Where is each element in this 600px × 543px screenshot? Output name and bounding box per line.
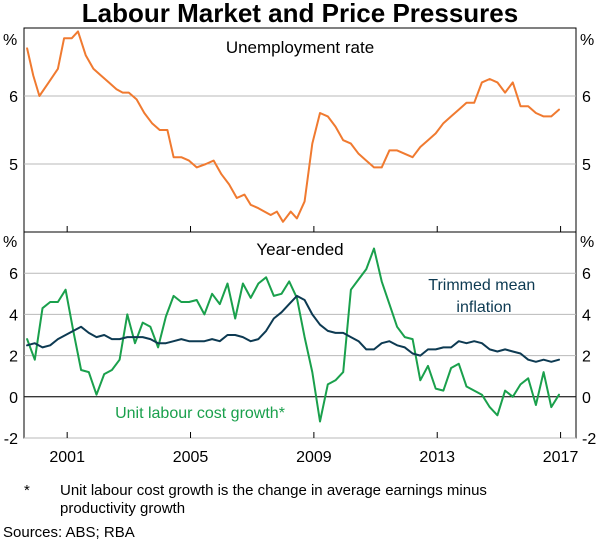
y-tick-left-inflation-0: 0 — [9, 390, 18, 407]
footnote-marker: * — [24, 482, 30, 499]
y-tick-left-inflation-6: 6 — [9, 266, 18, 283]
x-tick-label-2009: 2009 — [296, 449, 332, 466]
ulc-annotation: Unit labour cost growth* — [115, 405, 285, 422]
series-line-unit-labour-cost-growth — [26, 247, 560, 423]
series-line-trimmed-mean-inflation — [26, 294, 560, 363]
footnote-line-2: productivity growth — [60, 500, 185, 517]
y-tick-right-inflation-0: 0 — [582, 390, 591, 407]
panel-unemployment-frame — [23, 27, 577, 233]
series-line-unemployment-rate — [26, 30, 560, 223]
panel-title-unemployment: Unemployment rate — [226, 38, 374, 57]
y-tick-right-unemployment-6: 6 — [582, 89, 591, 106]
footnote-line-1: Unit labour cost growth is the change in… — [60, 482, 487, 499]
panel-title-year-ended: Year-ended — [256, 240, 343, 259]
x-tick-label-2017: 2017 — [543, 449, 579, 466]
trimmed-mean-annotation-line1: Trimmed mean — [428, 277, 535, 294]
unit-label-left-top: % — [3, 32, 17, 49]
y-tick-right-inflation--2: -2 — [582, 431, 596, 448]
unit-label-left-bottom: % — [3, 234, 17, 251]
x-tick-label-2001: 2001 — [49, 449, 85, 466]
unit-label-right-bottom: % — [580, 234, 594, 251]
y-tick-right-inflation-6: 6 — [582, 266, 591, 283]
trimmed-mean-annotation: Trimmed mean inflation — [428, 277, 539, 316]
x-tick-label-2013: 2013 — [419, 449, 455, 466]
footnote-text: Unit labour cost growth is the change in… — [60, 482, 491, 517]
trimmed-mean-annotation-line2: inflation — [456, 299, 511, 316]
x-tick-label-2005: 2005 — [173, 449, 209, 466]
y-tick-right-unemployment-5: 5 — [582, 157, 591, 174]
y-tick-right-inflation-2: 2 — [582, 349, 591, 366]
y-tick-left-unemployment-5: 5 — [9, 157, 18, 174]
panel-inflation-frame — [23, 231, 577, 439]
y-tick-left-inflation--2: -2 — [4, 431, 18, 448]
y-tick-right-inflation-4: 4 — [582, 307, 591, 324]
sources-text: Sources: ABS; RBA — [3, 524, 135, 541]
y-tick-left-unemployment-6: 6 — [9, 89, 18, 106]
unit-label-right-top: % — [580, 32, 594, 49]
y-tick-left-inflation-4: 4 — [9, 307, 18, 324]
chart-title: Labour Market and Price Pressures — [82, 0, 518, 28]
y-tick-left-inflation-2: 2 — [9, 349, 18, 366]
